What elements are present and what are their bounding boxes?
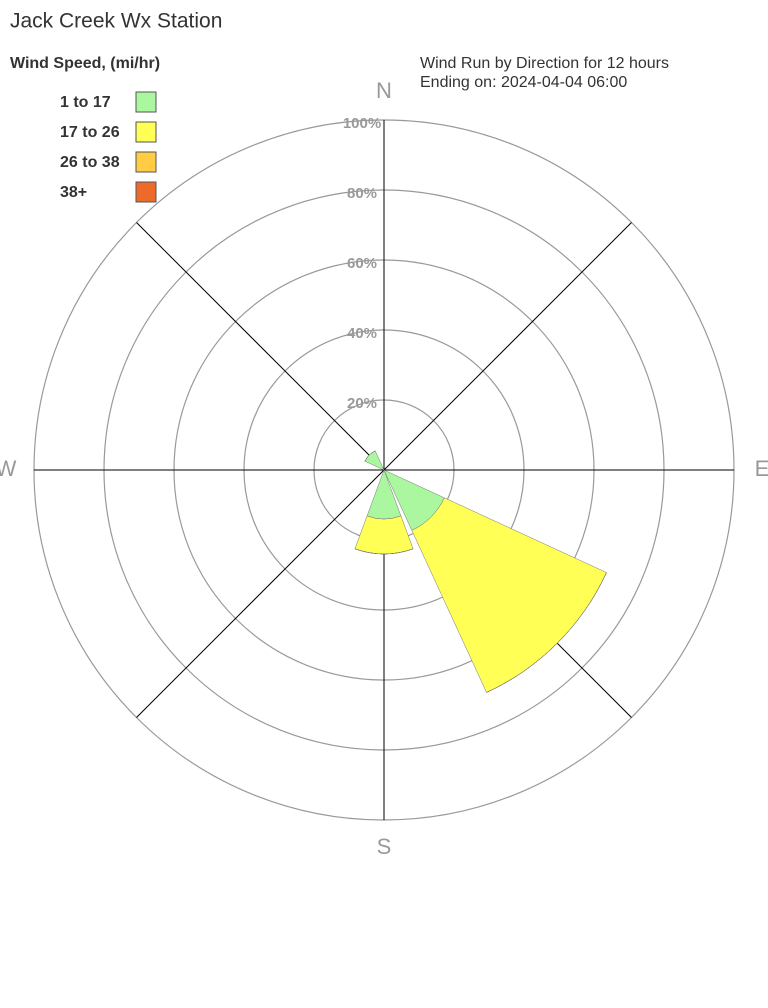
r-tick-label: 80% <box>347 185 377 202</box>
legend-swatch <box>135 121 157 143</box>
legend-swatch <box>135 181 157 203</box>
petal <box>354 515 414 555</box>
legend-label: 38+ <box>60 184 87 201</box>
petal <box>486 572 607 693</box>
petal <box>364 450 376 462</box>
legend-swatch <box>135 151 157 173</box>
legend-title: Wind Speed, (mi/hr) <box>10 55 160 72</box>
r-tick-label: 20% <box>347 395 377 412</box>
direction-label: E <box>755 456 768 481</box>
legend-label: 26 to 38 <box>60 154 120 171</box>
direction-label: S <box>377 834 392 859</box>
legend-swatch <box>135 91 157 113</box>
spoke <box>136 222 385 471</box>
r-tick-label: 100% <box>343 115 381 132</box>
chart-title: Jack Creek Wx Station <box>10 10 222 33</box>
spoke <box>136 469 385 718</box>
subtitle: Wind Run by Direction for 12 hours <box>420 55 669 72</box>
subtitle: Ending on: 2024-04-04 06:00 <box>420 74 627 91</box>
r-tick-label: 40% <box>347 325 377 342</box>
spoke <box>383 222 632 471</box>
direction-label: W <box>0 456 17 481</box>
legend-label: 17 to 26 <box>60 124 120 141</box>
r-tick-label: 60% <box>347 255 377 272</box>
direction-label: N <box>376 78 392 103</box>
legend-label: 1 to 17 <box>60 94 111 111</box>
